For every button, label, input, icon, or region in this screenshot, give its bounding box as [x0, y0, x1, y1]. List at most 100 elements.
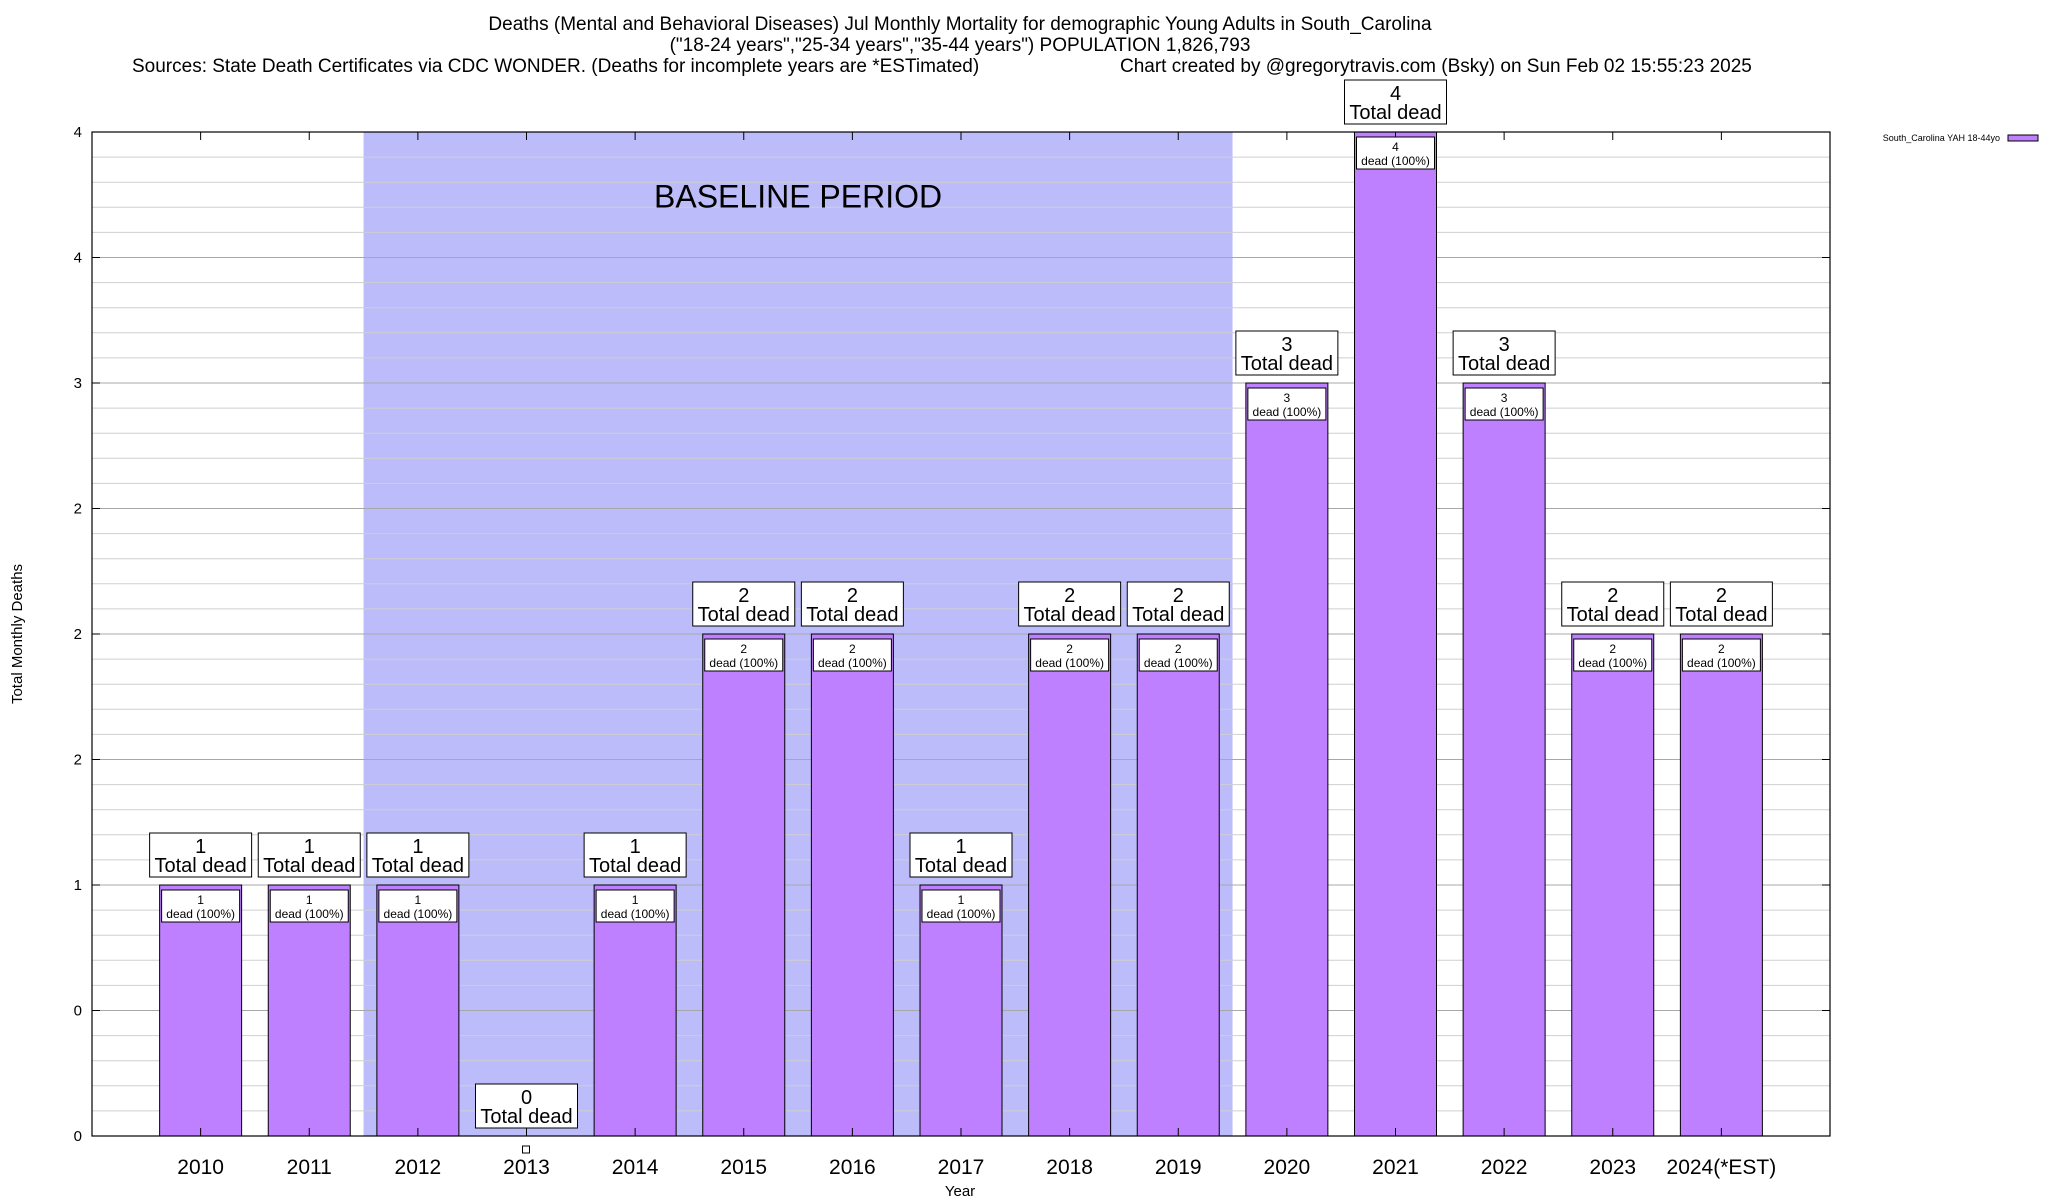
y-tick-label: 4 — [74, 250, 82, 267]
bar — [593, 884, 677, 1137]
y-axis-ticks: 0 0 1 2 2 2 3 4 4 — [74, 124, 1830, 1145]
bar-inner-value: 3 — [1284, 391, 1291, 405]
y-tick-label: 1 — [74, 877, 82, 894]
legend-swatch — [2007, 134, 2039, 142]
x-tick-label: 2018 — [1046, 1156, 1093, 1179]
bar-total-value: 3 — [1499, 334, 1510, 356]
bar-total-text: Total dead — [1567, 604, 1659, 626]
bar-inner-value: 2 — [1609, 642, 1616, 656]
x-tick-label: 2015 — [720, 1156, 767, 1179]
bar-inner-text: dead (100%) — [275, 907, 344, 921]
zero-marker — [522, 1145, 530, 1154]
bar-total-text: Total dead — [480, 1106, 572, 1128]
bar-total-value: 1 — [955, 836, 966, 858]
x-axis-ticks: 2010 2011 2012 2013 2014 2015 2016 2017 2018 2019… — [177, 132, 1776, 1179]
bar — [1245, 382, 1329, 1137]
x-tick-label: 2021 — [1372, 1156, 1419, 1179]
bar-total-text: Total dead — [1675, 604, 1767, 626]
x-axis-label: Year — [945, 1183, 975, 1200]
bar — [919, 884, 1003, 1137]
bar-total-text: Total dead — [1458, 353, 1550, 375]
bar-total-text: Total dead — [154, 855, 246, 877]
bars — [159, 131, 1763, 1154]
bar — [702, 633, 786, 1137]
bar — [1679, 633, 1763, 1137]
bar-inner-value: 2 — [849, 642, 856, 656]
chart-credit: Chart created by @gregorytravis.com (Bsk… — [1120, 56, 1752, 77]
bar-total-text: Total dead — [263, 855, 355, 877]
bar-inner-value: 1 — [958, 893, 965, 907]
bar-inner-text: dead (100%) — [927, 907, 996, 921]
bar-total-value: 2 — [1607, 585, 1618, 607]
y-tick-label: 2 — [74, 752, 82, 769]
bar-inner-text: dead (100%) — [1144, 656, 1213, 670]
x-tick-label: 2019 — [1155, 1156, 1202, 1179]
y-tick-label: 2 — [74, 626, 82, 643]
bar-inner-value: 3 — [1501, 391, 1508, 405]
bar-total-text: Total dead — [1349, 102, 1441, 124]
bar-inner-text: dead (100%) — [1578, 656, 1647, 670]
chart-subtitle: ("18-24 years","25-34 years","35-44 year… — [670, 35, 1251, 56]
bar-total-text: Total dead — [915, 855, 1007, 877]
chart-title: Deaths (Mental and Behavioral Diseases) … — [488, 14, 1432, 35]
x-tick-label: 2011 — [287, 1156, 332, 1179]
legend: South_Carolina YAH 18-44yo — [1883, 133, 2039, 143]
legend-label: South_Carolina YAH 18-44yo — [1883, 133, 2000, 143]
bar-total-text: Total dead — [1132, 604, 1224, 626]
bar-total-value: 1 — [304, 836, 315, 858]
bar-inner-text: dead (100%) — [1035, 656, 1104, 670]
x-tick-label: 2013 — [503, 1156, 550, 1179]
bar-inner-text: dead (100%) — [1470, 405, 1539, 419]
x-tick-label: 2023 — [1589, 1156, 1636, 1179]
y-tick-label: 3 — [74, 375, 82, 392]
bar-total-text: Total dead — [1023, 604, 1115, 626]
bar-inner-value: 2 — [1066, 642, 1073, 656]
bar — [1028, 633, 1112, 1137]
bar — [1571, 633, 1655, 1137]
x-tick-label: 2022 — [1481, 1156, 1528, 1179]
bar-total-value: 3 — [1281, 334, 1292, 356]
bar-inner-text: dead (100%) — [1361, 154, 1430, 168]
bar-inner-value: 1 — [306, 893, 313, 907]
bar-inner-text: dead (100%) — [384, 907, 453, 921]
bar-inner-value: 2 — [740, 642, 747, 656]
bar-inner-value: 2 — [1175, 642, 1182, 656]
bar-inner-value: 1 — [415, 893, 422, 907]
baseline-period-label: BASELINE PERIOD — [654, 178, 942, 214]
x-tick-label: 2017 — [938, 1156, 985, 1179]
bar-inner-text: dead (100%) — [601, 907, 670, 921]
bar — [810, 633, 894, 1137]
bar-total-value: 2 — [1716, 585, 1727, 607]
bar-total-value: 2 — [738, 585, 749, 607]
bar-total-text: Total dead — [698, 604, 790, 626]
bar-inner-text: dead (100%) — [709, 656, 778, 670]
bar-total-value: 0 — [521, 1087, 532, 1109]
y-tick-label: 2 — [74, 501, 82, 518]
bar-total-value: 2 — [847, 585, 858, 607]
bar — [1462, 382, 1546, 1137]
chart-header: Deaths (Mental and Behavioral Diseases) … — [132, 14, 1752, 77]
